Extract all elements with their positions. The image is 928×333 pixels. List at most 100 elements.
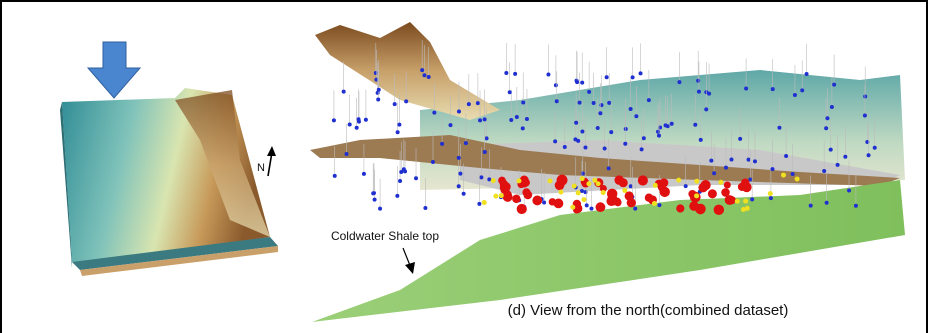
well-dot xyxy=(521,126,525,130)
well-dot xyxy=(342,90,346,94)
well-dot xyxy=(603,147,607,151)
well-dot xyxy=(747,158,751,162)
well-dot xyxy=(596,202,606,212)
well-dot xyxy=(509,118,513,122)
well-dot xyxy=(457,184,461,188)
well-dot xyxy=(642,136,646,140)
well-dot xyxy=(458,172,462,176)
well-dot xyxy=(572,184,577,189)
well-dot xyxy=(333,174,337,178)
well-dot xyxy=(800,88,804,92)
well-dot xyxy=(596,126,600,130)
well-dot xyxy=(750,197,754,201)
well-dot xyxy=(694,193,699,198)
well-dot xyxy=(873,146,877,150)
well-dot xyxy=(448,123,452,127)
well-dot xyxy=(478,118,482,122)
well-dot xyxy=(707,92,711,96)
well-dot xyxy=(521,100,525,104)
well-dot xyxy=(516,178,521,183)
well-dot xyxy=(777,126,781,130)
well-dot xyxy=(581,197,586,202)
well-dot xyxy=(712,171,716,175)
well-dot xyxy=(697,90,701,94)
well-dot xyxy=(809,204,813,208)
well-dot xyxy=(517,204,527,214)
well-dot xyxy=(483,150,487,154)
well-dot xyxy=(376,97,380,101)
well-dot xyxy=(714,205,724,215)
well-dot xyxy=(373,198,377,202)
well-dot xyxy=(542,200,546,204)
well-dot xyxy=(546,72,550,76)
well-dot xyxy=(743,199,748,204)
well-dot xyxy=(832,83,836,87)
well-dot xyxy=(457,109,461,113)
well-dot xyxy=(477,202,481,206)
well-dot xyxy=(440,142,444,146)
well-dot xyxy=(587,90,591,94)
well-dot xyxy=(677,80,681,84)
well-dot xyxy=(735,199,740,204)
well-dot xyxy=(374,71,378,75)
well-dot xyxy=(578,101,582,105)
well-dot xyxy=(580,176,585,181)
well-dot xyxy=(396,130,400,134)
well-dot xyxy=(670,122,674,126)
well-dot xyxy=(467,102,471,106)
well-dot xyxy=(658,126,662,130)
well-dot xyxy=(558,190,563,195)
well-dot xyxy=(708,189,717,198)
well-dot xyxy=(404,99,408,103)
well-dot xyxy=(701,180,711,190)
well-dot xyxy=(525,117,529,121)
well-dot xyxy=(491,178,496,183)
well-dot xyxy=(583,145,587,149)
well-dot xyxy=(377,88,381,92)
well-dot xyxy=(555,180,565,190)
well-dot xyxy=(725,195,735,205)
well-dot xyxy=(586,181,591,186)
well-dot xyxy=(638,175,648,185)
well-dot xyxy=(355,126,359,130)
well-dot xyxy=(633,207,637,211)
well-dot xyxy=(592,101,596,105)
well-dot xyxy=(609,130,613,134)
well-dot xyxy=(606,196,616,206)
well-dot xyxy=(753,159,757,163)
well-dot xyxy=(513,72,517,76)
well-dot xyxy=(378,207,382,211)
surface-ridge xyxy=(315,22,500,120)
well-dot xyxy=(784,154,788,158)
well-dot xyxy=(575,80,579,84)
north-arrow-head xyxy=(267,146,276,156)
well-dot xyxy=(485,136,489,140)
well-dot xyxy=(482,200,487,205)
well-dot xyxy=(824,126,828,130)
well-dot xyxy=(479,175,483,179)
well-dot xyxy=(825,201,829,205)
well-dot xyxy=(573,137,577,141)
well-dot xyxy=(549,198,556,205)
well-dot xyxy=(623,142,627,146)
well-dot xyxy=(793,93,797,97)
well-dot xyxy=(420,68,424,72)
well-dot xyxy=(563,145,567,149)
well-dot xyxy=(724,166,728,170)
well-dot xyxy=(512,195,520,203)
well-dot xyxy=(462,192,466,196)
well-dot xyxy=(364,118,368,122)
caption: (d) View from the north(combined dataset… xyxy=(508,302,789,319)
well-dot xyxy=(676,204,684,212)
well-dot xyxy=(627,198,636,207)
well-dot xyxy=(521,180,528,187)
well-dot xyxy=(631,75,635,79)
well-dot xyxy=(598,111,602,115)
well-dot xyxy=(634,114,638,118)
well-dot xyxy=(601,190,606,195)
well-dot xyxy=(769,196,773,200)
view-arrow xyxy=(88,42,140,98)
well-dot xyxy=(781,173,786,178)
well-dot xyxy=(657,134,661,138)
well-dot xyxy=(515,115,519,119)
